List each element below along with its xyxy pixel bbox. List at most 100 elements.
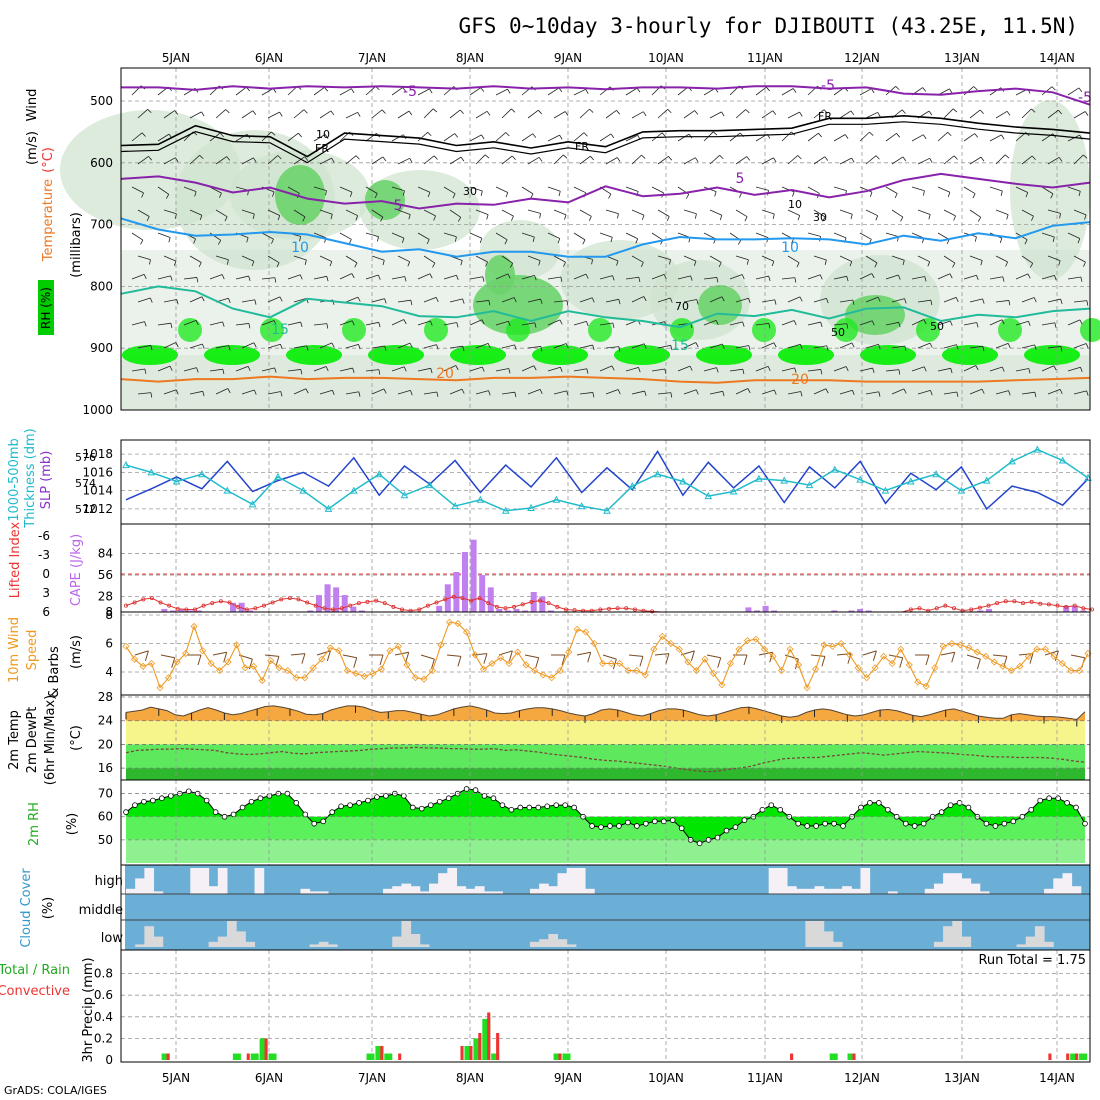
temp-contour-label: -5: [1078, 90, 1092, 106]
precip-tick-label: 0.2: [94, 1031, 113, 1045]
upper-wind-barb: [1041, 322, 1055, 326]
upper-wind-barb-flag: [481, 366, 485, 372]
lifted-index-point: [908, 607, 913, 612]
upper-wind-barb-flag: [1034, 392, 1037, 398]
precip-total-bar: [375, 1045, 384, 1060]
date-tick-label-bottom: 14JAN: [1039, 1071, 1075, 1085]
upper-wind-barb: [131, 273, 145, 280]
precip-total-bar: [553, 1053, 562, 1060]
upper-wind-barb: [943, 344, 957, 349]
rh-saturated-blob: [998, 318, 1022, 342]
wind-tick-label: 4: [105, 665, 113, 679]
upper-wind-barb: [1073, 390, 1087, 395]
upper-wind-barb: [137, 392, 151, 395]
upper-wind-barb: [475, 255, 488, 263]
upper-wind-barb: [267, 111, 280, 119]
upper-wind-barb: [735, 255, 749, 261]
cloud-low-bar: [832, 941, 843, 947]
upper-wind-barb: [761, 389, 775, 395]
upper-wind-barb-flag: [1033, 297, 1037, 303]
rh-point: [902, 820, 909, 827]
upper-wind-barb-flag: [352, 367, 355, 373]
upper-wind-barb: [209, 368, 223, 372]
cloud-high-bar: [557, 873, 568, 894]
rh-saturated-blob: [178, 318, 202, 342]
lifted-index-point: [279, 597, 284, 602]
upper-wind-barb-flag: [1006, 111, 1011, 116]
rh-point: [1073, 804, 1079, 811]
thickness-point: [729, 487, 738, 495]
upper-wind-barb-flag: [383, 388, 387, 394]
wind-speed-point: [522, 661, 530, 669]
upper-wind-barb-flag: [1054, 322, 1057, 328]
upper-wind-barb: [475, 300, 489, 303]
upper-wind-barb: [969, 388, 983, 395]
cloud-low-bar: [217, 936, 228, 947]
upper-wind-barb: [313, 87, 325, 96]
cloud-high-bar: [419, 891, 430, 894]
cloud-high-bar: [126, 888, 136, 894]
lifted-index-point: [486, 601, 491, 606]
cape-tick-label: 56: [98, 568, 113, 582]
upper-wind-barb-flag: [513, 297, 517, 303]
upper-wind-barb: [449, 109, 461, 119]
thickness-tick-label: 576: [75, 451, 96, 464]
upper-wind-barb-flag: [540, 298, 543, 304]
upper-wind-barb: [293, 109, 305, 119]
upper-wind-barb-flag: [248, 323, 251, 329]
cloud-low-bar: [226, 921, 237, 947]
surface-wind-barb-flag: [717, 657, 722, 668]
upper-wind-barb-flag: [351, 320, 355, 326]
upper-wind-barb: [599, 133, 612, 142]
upper-wind-barb-flag: [381, 109, 386, 114]
precip-convective-bar: [380, 1045, 384, 1060]
upper-wind-barb-flag: [271, 238, 274, 244]
upper-wind-barb-flag: [794, 277, 797, 283]
upper-wind-barb-flag: [148, 156, 153, 161]
upper-wind-barb-flag: [273, 320, 277, 326]
wind-speed-point: [846, 651, 854, 659]
precip-convective-bar: [558, 1053, 562, 1060]
rh-point: [651, 818, 658, 825]
upper-wind-barb-flag: [669, 259, 671, 265]
cloud-low-bar: [529, 941, 540, 947]
dewpt-band-dark: [126, 768, 1085, 780]
rh-point: [598, 824, 604, 830]
upper-wind-barb-flag: [169, 365, 173, 371]
upper-wind-barb: [1021, 155, 1033, 165]
cloud-axis-units: (%): [41, 897, 56, 920]
upper-wind-barb-flag: [429, 88, 433, 94]
upper-wind-barb-flag: [279, 296, 283, 302]
upper-wind-barb-flag: [432, 262, 436, 268]
cape-bar: [187, 610, 194, 612]
upper-wind-barb: [859, 186, 873, 193]
rh-point: [1046, 795, 1052, 801]
upper-wind-barb: [735, 388, 748, 395]
upper-wind-barb: [1047, 109, 1059, 119]
upper-wind-barb-flag: [901, 109, 906, 114]
wind-speed-point: [726, 659, 735, 668]
lifted-index-point: [607, 606, 612, 611]
upper-wind-barb: [911, 366, 925, 372]
upper-wind-barb: [235, 323, 249, 326]
upper-wind-barb: [755, 232, 769, 239]
upper-wind-barb: [131, 321, 145, 326]
upper-wind-barb: [163, 157, 176, 165]
upper-wind-barb: [475, 342, 489, 349]
upper-wind-barb-flag: [228, 345, 231, 351]
upper-wind-barb: [345, 391, 359, 395]
upper-wind-barb: [261, 277, 275, 280]
upper-wind-barb: [1041, 186, 1054, 195]
upper-wind-barb: [287, 321, 301, 326]
upper-wind-barb: [709, 209, 723, 216]
cloud-low-bar: [208, 941, 219, 947]
upper-wind-barb-flag: [480, 87, 485, 92]
upper-wind-barb-flag: [669, 297, 673, 303]
dewpt-line: [125, 746, 1086, 773]
lifted-index-point: [236, 604, 241, 609]
surface-wind-barb-flag: [951, 652, 956, 663]
upper-wind-barb-flag: [377, 274, 381, 280]
rh-point: [660, 818, 667, 825]
upper-wind-barb-flag: [252, 213, 255, 219]
wind-speed-point: [182, 649, 190, 658]
